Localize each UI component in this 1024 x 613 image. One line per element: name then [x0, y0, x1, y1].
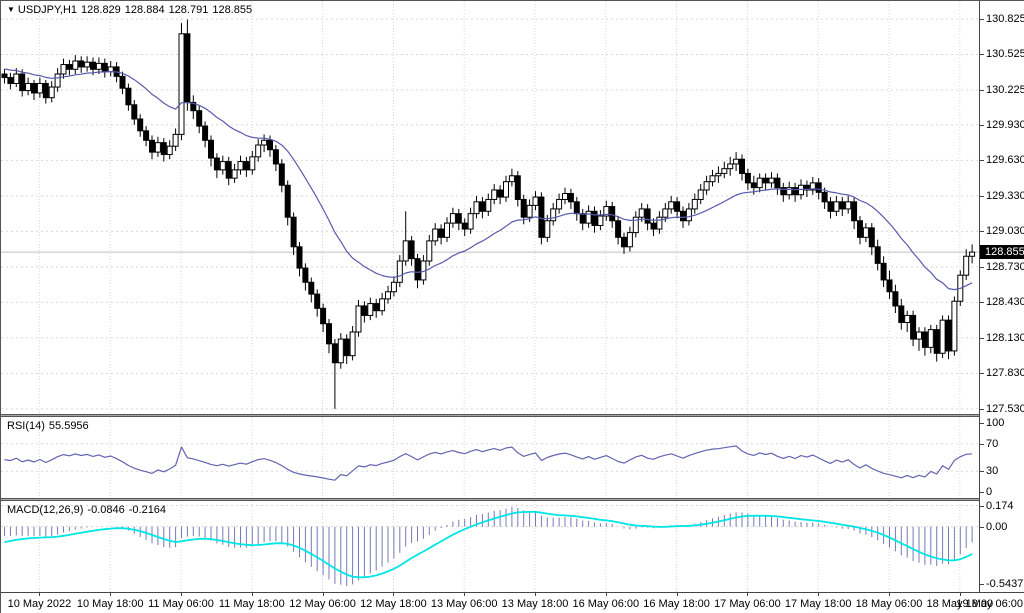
price-chart-panel[interactable] — [1, 1, 979, 414]
time-axis-tick — [818, 593, 820, 596]
time-axis-label: 18 May 18:00 — [926, 598, 994, 610]
time-axis-label: 10 May 18:00 — [76, 598, 144, 610]
rsi-axis-label: 30 — [986, 465, 999, 478]
axis-tick — [980, 373, 984, 375]
macd-header: MACD(12,26,9) -0.0846 -0.2164 — [7, 504, 170, 516]
chart-header: ▼ USDJPY,H1 128.829 128.884 128.791 128.855 — [7, 4, 256, 16]
price-axis-label: 129.630 — [986, 154, 1024, 167]
axis-tick — [980, 408, 984, 410]
time-axis-label: 12 May 06:00 — [289, 598, 356, 610]
axis-tick — [980, 302, 984, 304]
price-axis-label: 129.930 — [986, 118, 1024, 131]
axis-tick — [980, 231, 984, 233]
time-axis-tick — [110, 593, 112, 596]
price-axis-label: 130.525 — [986, 48, 1024, 61]
time-axis-tick — [464, 593, 466, 596]
price-axis[interactable]: 128.855 130.825 130.525 130.225 129.930 129.… — [979, 1, 1024, 592]
time-axis-label: 16 May 06:00 — [572, 598, 640, 610]
price-axis-label: 130.225 — [986, 83, 1024, 96]
time-axis-label: 13 May 06:00 — [430, 598, 498, 610]
ohlc-open-value: 128.829 — [81, 4, 121, 16]
time-axis-tick — [747, 593, 749, 596]
macd-signal-value: -0.2164 — [128, 504, 167, 516]
macd-label: MACD(12,26,9) — [7, 504, 84, 516]
time-axis-label: 12 May 18:00 — [360, 598, 427, 610]
time-axis-tick — [959, 593, 961, 596]
price-axis-label: 127.830 — [986, 367, 1024, 380]
price-axis-label: 129.330 — [986, 189, 1024, 202]
macd-axis-label: 0.174 — [986, 499, 1014, 512]
time-axis-tick — [676, 593, 678, 596]
time-axis-tick — [889, 593, 890, 596]
time-axis-tick — [322, 593, 324, 596]
axis-tick — [980, 266, 984, 268]
ohlc-high-value: 128.884 — [124, 4, 165, 16]
rsi-canvas[interactable] — [1, 417, 979, 498]
time-axis-label: 10 May 2022 — [7, 598, 72, 610]
time-axis[interactable]: 10 May 2022 10 May 18:00 11 May 06:00 11 Ma… — [1, 592, 1024, 613]
time-axis-label: 18 May 06:00 — [855, 598, 923, 610]
current-price-tag: 128.855 — [980, 245, 1024, 260]
price-axis-label: 128.130 — [986, 331, 1024, 344]
rsi-axis-label: 70 — [986, 437, 999, 450]
time-axis-tick — [39, 593, 41, 596]
axis-tick — [980, 160, 984, 162]
symbol-period-label: USDJPY,H1 — [17, 4, 78, 16]
price-axis-label: 128.430 — [986, 296, 1024, 309]
panel-separator[interactable] — [1, 498, 1024, 501]
axis-tick — [980, 89, 984, 91]
price-axis-label: 127.530 — [986, 402, 1024, 415]
axis-tick — [980, 584, 984, 585]
axis-tick — [980, 505, 984, 507]
rsi-label: RSI(14) — [7, 420, 45, 432]
rsi-panel[interactable] — [1, 417, 979, 498]
panel-separator[interactable] — [1, 414, 1024, 417]
time-axis-label: 11 May 06:00 — [148, 598, 214, 610]
axis-tick — [980, 423, 984, 424]
rsi-header: RSI(14) 55.5956 — [7, 420, 93, 432]
axis-tick — [980, 492, 984, 493]
time-axis-label: 17 May 06:00 — [714, 598, 781, 610]
axis-tick — [980, 526, 984, 528]
price-chart-canvas[interactable] — [1, 1, 979, 414]
chevron-down-icon[interactable]: ▼ — [7, 5, 15, 14]
time-axis-label: 19 May 06:00 — [956, 598, 1023, 610]
rsi-value: 55.5956 — [48, 420, 89, 432]
time-axis-tick — [535, 593, 536, 596]
price-axis-label: 130.825 — [986, 12, 1024, 25]
time-axis-tick — [181, 593, 182, 596]
axis-tick — [980, 443, 984, 445]
macd-axis-label: 0.00 — [986, 520, 1008, 533]
time-axis-label: 17 May 18:00 — [784, 598, 852, 610]
time-axis-label: 16 May 18:00 — [643, 598, 710, 610]
time-axis-tick — [393, 593, 395, 596]
time-axis-label: 13 May 18:00 — [501, 598, 569, 610]
ohlc-close-value: 128.855 — [212, 4, 253, 16]
macd-axis-label: -0.5437 — [986, 578, 1024, 590]
time-axis-label: 11 May 18:00 — [218, 598, 285, 610]
time-axis-tick — [605, 593, 607, 596]
axis-tick — [980, 195, 984, 197]
price-axis-label: 129.030 — [986, 225, 1024, 238]
macd-canvas[interactable] — [1, 501, 979, 592]
time-axis-tick — [251, 593, 253, 596]
rsi-axis-label: 100 — [986, 417, 1005, 429]
axis-tick — [980, 124, 984, 126]
rsi-axis-label: 0 — [986, 486, 993, 498]
ohlc-low-value: 128.791 — [168, 4, 209, 16]
price-axis-label: 128.730 — [986, 260, 1024, 273]
axis-tick — [980, 471, 984, 473]
axis-tick — [980, 337, 984, 339]
axis-tick — [980, 18, 984, 20]
macd-panel[interactable] — [1, 501, 979, 592]
macd-main-value: -0.0846 — [87, 504, 125, 516]
axis-tick — [980, 54, 984, 56]
